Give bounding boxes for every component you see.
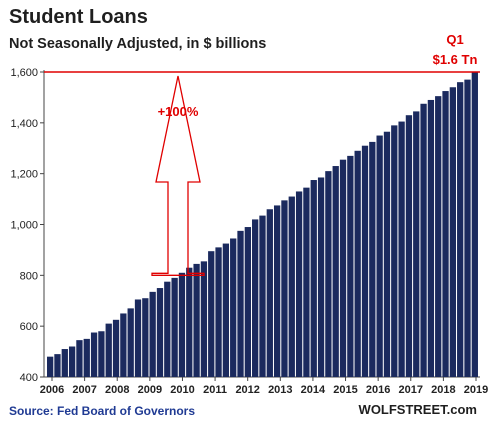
bar bbox=[105, 323, 112, 377]
bar bbox=[398, 121, 405, 377]
bar bbox=[281, 200, 288, 377]
bar bbox=[310, 180, 317, 377]
bar bbox=[405, 115, 413, 377]
bar bbox=[383, 131, 391, 377]
bar bbox=[186, 267, 193, 377]
x-tick-label: 2019 bbox=[464, 384, 488, 396]
bar bbox=[90, 332, 98, 377]
growth-arrow bbox=[151, 75, 205, 276]
bar bbox=[347, 155, 354, 377]
bar bbox=[252, 219, 259, 377]
bar bbox=[208, 251, 215, 377]
bar bbox=[325, 171, 332, 377]
bar bbox=[376, 135, 383, 377]
bar bbox=[464, 79, 471, 377]
bar bbox=[266, 209, 273, 377]
bar bbox=[98, 331, 105, 377]
bar bbox=[112, 319, 120, 377]
bar bbox=[339, 159, 347, 377]
bar bbox=[193, 263, 200, 377]
bar bbox=[259, 215, 266, 377]
bar bbox=[449, 87, 457, 377]
x-tick-label: 2009 bbox=[138, 384, 162, 396]
x-tick-label: 2014 bbox=[301, 384, 326, 396]
bar bbox=[288, 196, 295, 377]
bar bbox=[61, 349, 68, 377]
end-label-value: $1.6 Tn bbox=[433, 52, 478, 67]
brand-watermark: WOLFSTREET.com bbox=[358, 402, 477, 417]
bar bbox=[76, 340, 83, 377]
x-tick-label: 2011 bbox=[203, 384, 227, 396]
x-tick-label: 2015 bbox=[333, 384, 357, 396]
y-tick-label: 1,000 bbox=[10, 220, 38, 232]
x-tick-label: 2016 bbox=[366, 384, 390, 396]
bar bbox=[420, 103, 427, 377]
bar bbox=[222, 243, 230, 377]
x-tick-label: 2017 bbox=[399, 384, 423, 396]
bar bbox=[332, 166, 339, 377]
bar bbox=[295, 191, 303, 377]
y-tick-label: 600 bbox=[20, 321, 38, 333]
bar bbox=[171, 277, 178, 377]
y-tick-label: 400 bbox=[20, 372, 38, 384]
bar bbox=[427, 99, 435, 377]
bar bbox=[215, 247, 222, 377]
bar bbox=[68, 346, 76, 377]
bar bbox=[47, 356, 54, 377]
bar bbox=[127, 308, 134, 377]
bar bbox=[149, 291, 156, 377]
bar bbox=[435, 96, 442, 377]
bar bbox=[361, 145, 369, 377]
arrow-label: +100% bbox=[158, 104, 199, 119]
bar bbox=[244, 227, 251, 377]
bar bbox=[369, 141, 376, 377]
bar bbox=[413, 111, 420, 377]
bar bbox=[471, 72, 478, 377]
bar bbox=[354, 150, 361, 377]
x-tick-label: 2007 bbox=[72, 384, 96, 396]
bar bbox=[164, 281, 171, 377]
bar bbox=[54, 354, 61, 377]
bar bbox=[142, 298, 149, 377]
bar bbox=[120, 313, 127, 377]
bar bbox=[237, 230, 244, 377]
end-label-period: Q1 bbox=[446, 32, 463, 47]
bar bbox=[178, 272, 186, 377]
y-tick-label: 1,400 bbox=[10, 118, 38, 130]
y-tick-label: 800 bbox=[20, 270, 38, 282]
x-tick-label: 2010 bbox=[170, 384, 194, 396]
bar bbox=[317, 177, 325, 377]
bar bbox=[457, 82, 464, 378]
bar bbox=[303, 187, 310, 377]
bar bbox=[391, 125, 398, 377]
bar bbox=[442, 91, 449, 377]
y-tick-label: 1,600 bbox=[10, 67, 38, 79]
bar bbox=[230, 238, 237, 377]
chart-subtitle: Not Seasonally Adjusted, in $ billions bbox=[9, 36, 267, 52]
bar bbox=[273, 205, 281, 377]
x-tick-label: 2012 bbox=[235, 384, 259, 396]
chart-title: Student Loans bbox=[9, 6, 148, 28]
source-note: Source: Fed Board of Governors bbox=[9, 404, 196, 418]
bar bbox=[156, 288, 164, 377]
x-tick-label: 2018 bbox=[431, 384, 455, 396]
x-tick-label: 2006 bbox=[40, 384, 64, 396]
x-tick-label: 2008 bbox=[105, 384, 129, 396]
bar bbox=[134, 299, 142, 377]
bar bbox=[83, 338, 90, 377]
x-tick-label: 2013 bbox=[268, 384, 292, 396]
y-tick-label: 1,200 bbox=[10, 169, 38, 181]
bar bbox=[200, 261, 208, 377]
